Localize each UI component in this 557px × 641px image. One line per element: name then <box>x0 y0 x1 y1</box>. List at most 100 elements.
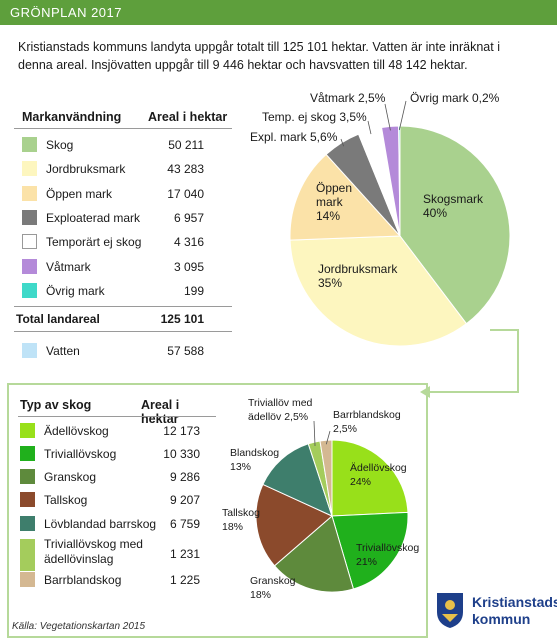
water-label: Vatten <box>46 344 80 358</box>
land-table-row: Öppen mark 17 040 <box>22 185 232 203</box>
pie-label-vatmark: Våtmark 2,5% <box>310 91 386 105</box>
legend-swatch <box>22 137 37 152</box>
source-note: Källa: Vegetationskartan 2015 <box>12 621 146 632</box>
row-value: 199 <box>183 283 204 298</box>
forest-types-panel <box>7 383 428 638</box>
divider <box>14 128 232 129</box>
forest-table-row: Tallskog 9 207 <box>20 491 216 509</box>
pie-slice-oppen-mark <box>289 153 402 241</box>
land-table-row: Temporärt ej skog 4 316 <box>22 233 232 251</box>
pie-label-temp-ej-skog: Temp. ej skog 3,5% <box>262 110 367 124</box>
header-bar: GRÖNPLAN 2017 <box>0 0 557 25</box>
pie-label-ovrig-mark: Övrig mark 0,2% <box>410 91 500 105</box>
pie-slice-barrblandskog <box>319 439 333 517</box>
row-label: Jordbruksmark <box>46 162 126 177</box>
pie-label-adellovskog: Ädellövskog 24% <box>350 462 407 488</box>
pie-label-jordbruksmark: Jordbruksmark 35% <box>318 262 398 290</box>
legend-swatch <box>20 492 35 507</box>
row-label: Exploaterad mark <box>46 210 141 225</box>
land-table-row: Exploaterad mark 6 957 <box>22 209 232 227</box>
logo-text-line1: Kristianstads <box>472 594 557 610</box>
legend-swatch <box>22 209 37 225</box>
row-label: Tallskog <box>44 493 88 507</box>
row-value: 4 316 <box>173 235 204 250</box>
pie-label-granskog: Granskog 18% <box>250 575 296 601</box>
callout-line <box>340 138 344 147</box>
row-label: Barrblandskog <box>44 573 122 587</box>
row-value: 1 231 <box>169 547 200 561</box>
pie-label-expl-mark: Expl. mark 5,6% <box>250 130 338 144</box>
land-table-row: Övrig mark 199 <box>22 282 232 300</box>
row-value: 17 040 <box>167 186 204 201</box>
legend-swatch <box>20 423 35 438</box>
legend-swatch <box>22 282 37 298</box>
row-value: 6 957 <box>173 210 204 225</box>
water-value: 57 588 <box>167 344 204 358</box>
row-label: Öppen mark <box>46 186 113 201</box>
legend-swatch <box>22 161 37 177</box>
legend-swatch <box>20 516 35 531</box>
row-label: Lövblandad barrskog <box>44 517 157 531</box>
forest-table-row: Triviallövskog med ädellövinslag 1 231 <box>20 537 216 571</box>
pie-slice-tallskog <box>255 483 333 567</box>
pie-label-barrblandskog: Barrblandskog 2,5% <box>333 409 401 435</box>
legend-swatch <box>22 234 37 250</box>
callout-line <box>313 420 316 447</box>
row-value: 43 283 <box>167 162 204 177</box>
intro-text: Kristianstads kommuns landyta uppgår tot… <box>18 40 500 72</box>
legend-swatch <box>20 469 35 484</box>
row-label: Övrig mark <box>46 283 105 298</box>
callout-line <box>398 100 407 131</box>
water-row: Vatten 57 588 <box>22 342 232 360</box>
water-swatch <box>22 343 37 358</box>
divider <box>14 331 232 332</box>
pie-label-triviallov-med-adellov: Triviallöv med ädellöv 2,5% <box>248 397 313 423</box>
legend-swatch <box>22 258 37 274</box>
legend-swatch <box>20 446 35 461</box>
legend-swatch <box>22 185 37 201</box>
total-value: 125 101 <box>160 312 204 326</box>
forest-table-row: Ädellövskog 12 173 <box>20 422 216 440</box>
land-use-table: Markanvändning Areal i hektar Skog 50 211… <box>14 106 234 366</box>
callout-line <box>367 120 372 135</box>
row-label: Granskog <box>44 470 97 484</box>
forest-types-table: Typ av skog Areal i hektar Ädellövskog 12… <box>18 396 218 596</box>
forest-table-row: Triviallövskog 10 330 <box>20 445 216 463</box>
divider <box>18 416 216 417</box>
row-label: Våtmark <box>46 259 91 274</box>
row-label: Skog <box>46 138 74 152</box>
logo-text-line2: kommun <box>472 611 531 627</box>
land-use-pie-chart: Skogsmark 40% Jordbruksmark 35% Öppen mark 14%… <box>250 91 511 347</box>
land-table-row: Skog 50 211 <box>22 136 232 154</box>
callout-line <box>384 103 391 131</box>
pie-label-tallskog: Tallskog 18% <box>222 507 260 533</box>
pie-slice-triviallovskog <box>331 511 409 590</box>
callout-line <box>325 430 331 445</box>
pie-label-blandskog: Blandskog 13% <box>230 447 279 473</box>
divider <box>14 306 232 307</box>
forest-table-row: Granskog 9 286 <box>20 468 216 486</box>
row-label: Ädellövskog <box>44 424 109 438</box>
pie-slice-granskog <box>273 515 355 593</box>
land-table-row: Våtmark 3 095 <box>22 258 232 276</box>
row-value: 9 286 <box>169 470 200 484</box>
row-value: 1 225 <box>169 573 200 587</box>
land-table-header-area: Areal i hektar <box>148 110 228 124</box>
pie-slice-skogsmark <box>399 125 511 325</box>
forest-table-row: Barrblandskog 1 225 <box>20 571 216 589</box>
row-value: 12 173 <box>163 424 200 438</box>
kristianstad-logo: Kristianstads kommun <box>434 590 557 630</box>
row-value: 6 759 <box>169 517 200 531</box>
pie-label-triviallovskog: Triviallövskog 21% <box>356 542 419 568</box>
page-title: GRÖNPLAN 2017 <box>10 5 122 20</box>
coat-of-arms-icon <box>437 593 463 628</box>
pie-label-skogsmark: Skogsmark 40% <box>423 192 484 220</box>
row-value: 10 330 <box>163 447 200 461</box>
forest-table-row: Lövblandad barrskog 6 759 <box>20 515 216 533</box>
legend-swatch <box>20 572 35 587</box>
legend-swatch <box>20 539 35 571</box>
row-label: Temporärt ej skog <box>46 235 142 250</box>
row-label: Triviallövskog <box>44 447 117 461</box>
